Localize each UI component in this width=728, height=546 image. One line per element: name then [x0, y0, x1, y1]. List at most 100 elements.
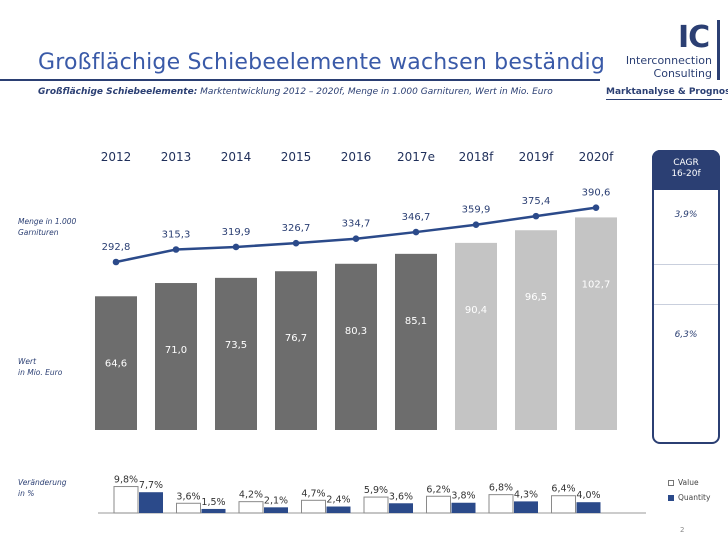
legend-quantity: Quantity	[668, 493, 710, 502]
change-quantity-bar	[201, 508, 226, 513]
legend-value-label: Value	[678, 478, 699, 487]
value-bar	[155, 283, 197, 430]
quantity-axis-label: Menge in 1.000 Garnituren	[18, 216, 76, 238]
value-bar-label: 71,0	[165, 345, 187, 356]
change-value-bar	[551, 495, 576, 514]
cagr-panel: CAGR 16-20f 3,9% 6,3%	[652, 150, 720, 444]
title-rule	[0, 79, 600, 81]
value-bar	[335, 263, 377, 430]
quantity-point	[412, 228, 420, 236]
value-bar-label: 85,1	[405, 316, 427, 327]
legend-quantity-label: Quantity	[678, 493, 711, 502]
cagr-header-line-2: 16-20f	[671, 169, 701, 179]
quantity-point-label: 375,4	[522, 196, 551, 207]
cagr-divider-2	[654, 304, 718, 305]
change-quantity-label: 4,0%	[576, 490, 600, 501]
change-value-bar	[488, 494, 514, 514]
quantity-point-label: 319,9	[222, 227, 251, 238]
value-bar-label: 73,5	[225, 340, 247, 351]
chart-subtitle: Großflächige Schiebeelemente: Marktentwi…	[38, 87, 553, 97]
change-value-bar	[426, 495, 451, 514]
change-quantity-label: 7,7%	[139, 480, 163, 491]
change-value-label: 5,9%	[364, 485, 388, 496]
change-value-bar	[238, 501, 264, 514]
value-bar-label: 76,7	[285, 333, 307, 344]
quantity-label-line-1: Menge in 1.000	[18, 217, 77, 226]
quantity-point-label: 315,3	[162, 230, 191, 241]
change-quantity-bar	[514, 501, 538, 513]
quantity-point-label: 292,8	[102, 242, 131, 253]
value-label-line-2: in Mio. Euro	[18, 368, 63, 377]
value-label-line-1: Wert	[18, 357, 37, 366]
subtitle-bold: Großflächige Schiebeelemente:	[38, 87, 198, 97]
change-quantity-label: 2,4%	[326, 495, 350, 506]
change-label-line-1: Veränderung	[18, 478, 67, 487]
cagr-divider-1	[654, 264, 718, 265]
change-value-bar	[301, 499, 326, 514]
quantity-point	[532, 212, 540, 220]
value-bar	[275, 271, 317, 430]
quantity-point	[112, 258, 120, 266]
quantity-point	[592, 204, 600, 211]
category-label: 2017e	[397, 150, 435, 164]
category-label: 2014	[221, 150, 252, 164]
change-value-label: 6,4%	[551, 484, 575, 495]
value-bar-label: 102,7	[582, 279, 611, 290]
company-logo: IC Interconnection Consulting	[616, 18, 720, 80]
cagr-header: CAGR 16-20f	[652, 150, 720, 190]
page-number: 2	[680, 526, 685, 534]
category-label: 2012	[101, 150, 132, 164]
logo-bar	[717, 20, 720, 80]
change-value-bar	[113, 486, 139, 514]
category-label: 2013	[161, 150, 192, 164]
change-value-label: 3,6%	[176, 491, 200, 502]
quantity-point	[352, 235, 360, 243]
change-value-label: 9,8%	[114, 475, 138, 486]
change-quantity-bar	[139, 492, 163, 513]
value-bar	[575, 217, 617, 430]
section-label: Marktanalyse & Prognose	[606, 87, 728, 97]
quantity-point	[472, 221, 480, 229]
quantity-label-line-2: Garnituren	[18, 228, 59, 237]
quantity-point-label: 359,9	[462, 205, 491, 216]
cagr-value: 6,3%	[674, 330, 698, 340]
legend-quantity-swatch	[668, 495, 674, 501]
value-bar	[395, 253, 437, 430]
category-label: 2019f	[519, 150, 555, 164]
change-value-label: 6,8%	[489, 483, 513, 494]
change-quantity-bar	[451, 502, 476, 513]
legend-value: Value	[668, 478, 699, 487]
quantity-point-label: 326,7	[282, 223, 311, 234]
change-quantity-bar	[326, 506, 351, 513]
value-bar-label: 64,6	[105, 358, 127, 369]
value-bar-label: 90,4	[465, 305, 487, 316]
value-bar-label: 80,3	[345, 326, 367, 337]
change-quantity-bar	[389, 503, 413, 513]
quantity-point-label: 390,6	[582, 188, 611, 199]
value-axis-label: Wert in Mio. Euro	[18, 356, 62, 378]
value-bar-label: 96,5	[525, 292, 547, 303]
cagr-quantity: 3,9%	[674, 210, 698, 220]
change-quantity-label: 4,3%	[514, 489, 538, 500]
change-quantity-bar	[576, 502, 601, 513]
quantity-point	[172, 246, 180, 253]
change-axis-label: Veränderung in %	[18, 477, 66, 499]
section-rule	[606, 99, 722, 100]
change-value-label: 6,2%	[426, 484, 450, 495]
change-value-label: 4,7%	[301, 488, 325, 499]
logo-line-1: Interconnection	[625, 54, 712, 67]
change-label-line-2: in %	[18, 489, 35, 498]
value-bar	[515, 230, 557, 430]
value-bar	[455, 242, 497, 430]
quantity-point	[292, 239, 300, 247]
value-bar	[95, 296, 137, 430]
change-value-label: 4,2%	[239, 490, 263, 501]
quantity-point-label: 334,7	[342, 219, 371, 230]
category-label: 2016	[341, 150, 372, 164]
change-quantity-bar	[264, 507, 288, 513]
category-label: 2015	[281, 150, 312, 164]
change-value-bar	[363, 496, 389, 514]
change-quantity-label: 3,6%	[389, 491, 413, 502]
page-title: Großflächige Schiebeelemente wachsen bes…	[38, 50, 606, 75]
